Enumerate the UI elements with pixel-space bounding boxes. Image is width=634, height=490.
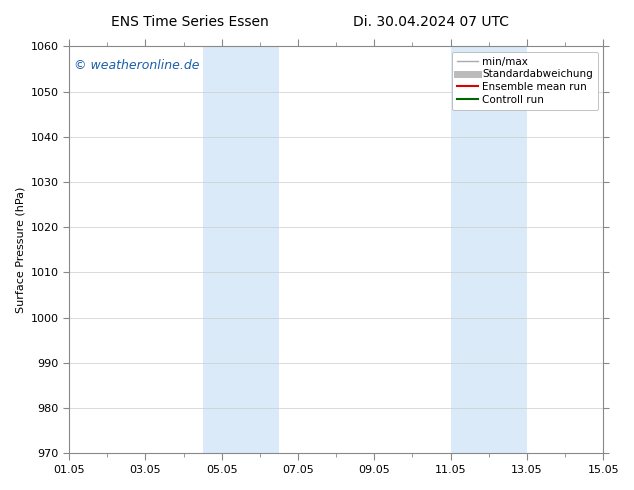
Bar	[451, 47, 527, 453]
Bar	[203, 47, 279, 453]
Y-axis label: Surface Pressure (hPa): Surface Pressure (hPa)	[15, 187, 25, 313]
Legend: min/max, Standardabweichung, Ensemble mean run, Controll run: min/max, Standardabweichung, Ensemble me…	[452, 51, 598, 110]
Text: © weatheronline.de: © weatheronline.de	[74, 59, 200, 72]
Text: Di. 30.04.2024 07 UTC: Di. 30.04.2024 07 UTC	[353, 15, 509, 29]
Text: ENS Time Series Essen: ENS Time Series Essen	[112, 15, 269, 29]
